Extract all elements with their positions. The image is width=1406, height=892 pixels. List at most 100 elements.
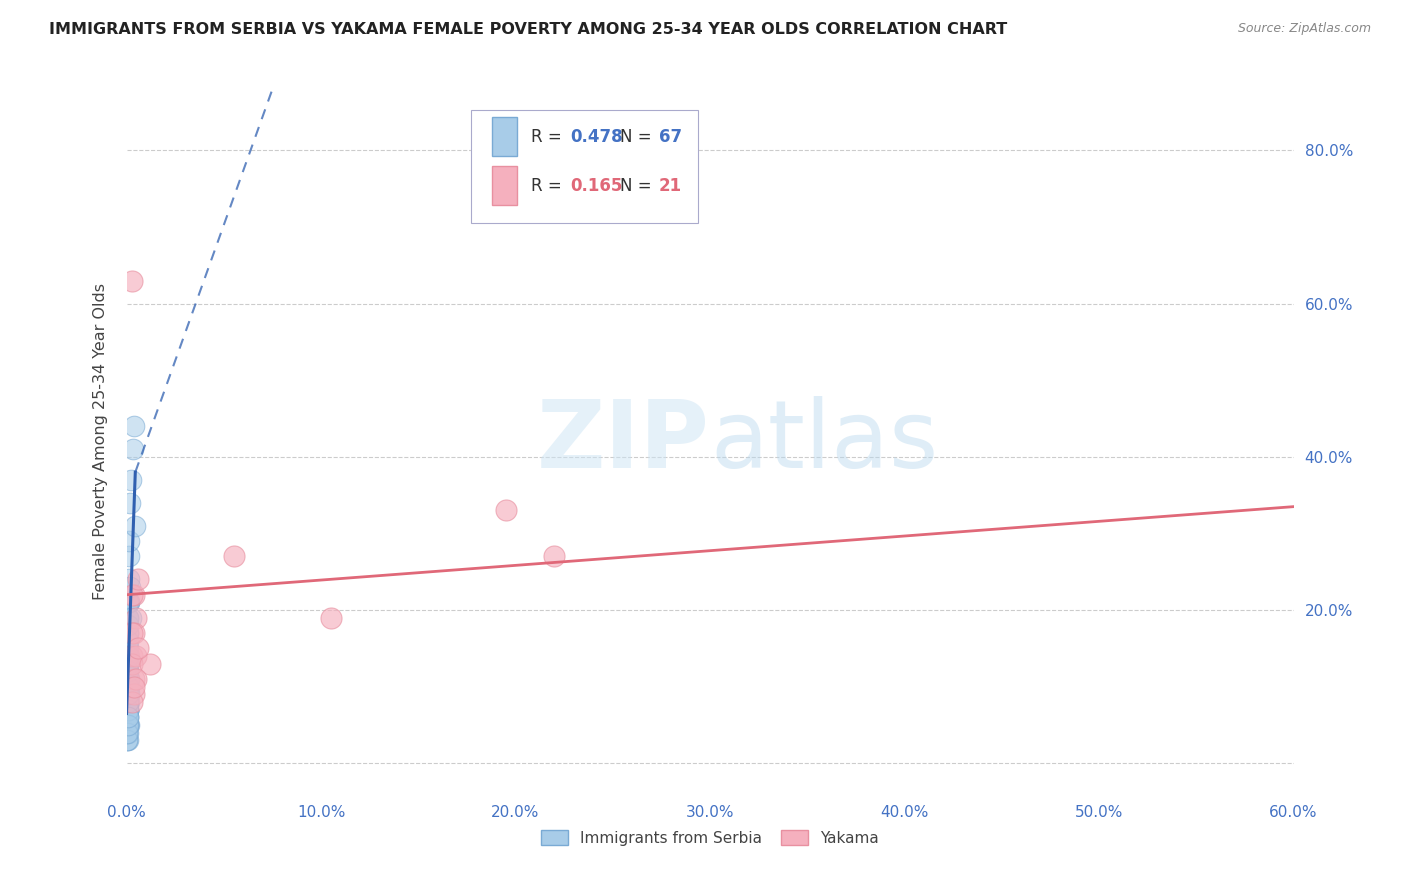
Point — [543, 549, 565, 564]
Point — [117, 657, 139, 671]
Point — [117, 703, 139, 717]
Point — [118, 680, 141, 694]
Point — [117, 725, 139, 739]
Point — [118, 534, 141, 549]
Point — [117, 725, 139, 739]
Point — [117, 703, 139, 717]
Point — [124, 680, 146, 694]
Point — [121, 626, 143, 640]
Point — [117, 695, 139, 709]
Point — [121, 657, 143, 671]
FancyBboxPatch shape — [471, 111, 699, 223]
Point — [121, 588, 143, 602]
Point — [117, 626, 139, 640]
Point — [117, 725, 139, 739]
Point — [117, 733, 139, 747]
Point — [117, 703, 139, 717]
Point — [125, 648, 148, 663]
Bar — [492, 166, 517, 205]
Text: IMMIGRANTS FROM SERBIA VS YAKAMA FEMALE POVERTY AMONG 25-34 YEAR OLDS CORRELATIO: IMMIGRANTS FROM SERBIA VS YAKAMA FEMALE … — [49, 22, 1008, 37]
Point — [127, 573, 149, 587]
Point — [125, 610, 148, 624]
Text: 0.478: 0.478 — [569, 128, 623, 145]
Point — [118, 549, 141, 564]
Point — [118, 595, 141, 609]
Point — [117, 610, 139, 624]
Text: R =: R = — [531, 128, 568, 145]
Point — [117, 648, 139, 663]
Point — [118, 687, 141, 701]
Point — [117, 695, 139, 709]
Point — [139, 657, 162, 671]
Point — [117, 687, 139, 701]
Point — [117, 618, 139, 632]
Point — [118, 672, 141, 686]
Point — [117, 733, 139, 747]
Point — [117, 680, 139, 694]
Point — [117, 657, 139, 671]
Point — [117, 710, 139, 724]
Point — [118, 580, 141, 594]
Y-axis label: Female Poverty Among 25-34 Year Olds: Female Poverty Among 25-34 Year Olds — [93, 283, 108, 600]
Bar — [492, 117, 517, 155]
Point — [117, 725, 139, 739]
Point — [118, 695, 141, 709]
Point — [117, 680, 139, 694]
Point — [117, 710, 139, 724]
Point — [117, 633, 139, 648]
Text: 67: 67 — [658, 128, 682, 145]
Point — [117, 710, 139, 724]
Point — [117, 610, 139, 624]
Point — [120, 473, 142, 487]
Text: ZIP: ZIP — [537, 395, 710, 488]
Text: N =: N = — [620, 128, 657, 145]
Point — [118, 648, 141, 663]
Point — [117, 733, 139, 747]
Point — [118, 573, 141, 587]
Text: 21: 21 — [658, 177, 682, 194]
Point — [117, 665, 139, 679]
Point — [117, 710, 139, 724]
Point — [117, 641, 139, 656]
Text: N =: N = — [620, 177, 657, 194]
Point — [319, 610, 342, 624]
Point — [117, 710, 139, 724]
Point — [117, 626, 139, 640]
Point — [118, 595, 141, 609]
Point — [117, 718, 139, 732]
Text: atlas: atlas — [710, 395, 938, 488]
Text: R =: R = — [531, 177, 568, 194]
Point — [124, 588, 146, 602]
Point — [117, 718, 139, 732]
Point — [124, 687, 146, 701]
Point — [117, 718, 139, 732]
Point — [222, 549, 245, 564]
Point — [118, 718, 141, 732]
Point — [117, 703, 139, 717]
Legend: Immigrants from Serbia, Yakama: Immigrants from Serbia, Yakama — [533, 822, 887, 853]
Point — [121, 695, 143, 709]
Point — [121, 648, 143, 663]
Point — [125, 672, 148, 686]
Point — [117, 648, 139, 663]
Point — [120, 610, 142, 624]
Point — [117, 595, 139, 609]
Point — [121, 442, 143, 457]
Point — [117, 687, 139, 701]
Text: 0.165: 0.165 — [569, 177, 623, 194]
Point — [122, 419, 145, 434]
Point — [121, 274, 143, 288]
Point — [118, 687, 141, 701]
Point — [117, 665, 139, 679]
Point — [124, 672, 146, 686]
Point — [495, 503, 517, 517]
Point — [118, 496, 141, 510]
Point — [118, 672, 141, 686]
Point — [117, 672, 139, 686]
Point — [124, 518, 146, 533]
Point — [117, 718, 139, 732]
Point — [124, 626, 146, 640]
Point — [117, 703, 139, 717]
Point — [118, 687, 141, 701]
Text: Source: ZipAtlas.com: Source: ZipAtlas.com — [1237, 22, 1371, 36]
